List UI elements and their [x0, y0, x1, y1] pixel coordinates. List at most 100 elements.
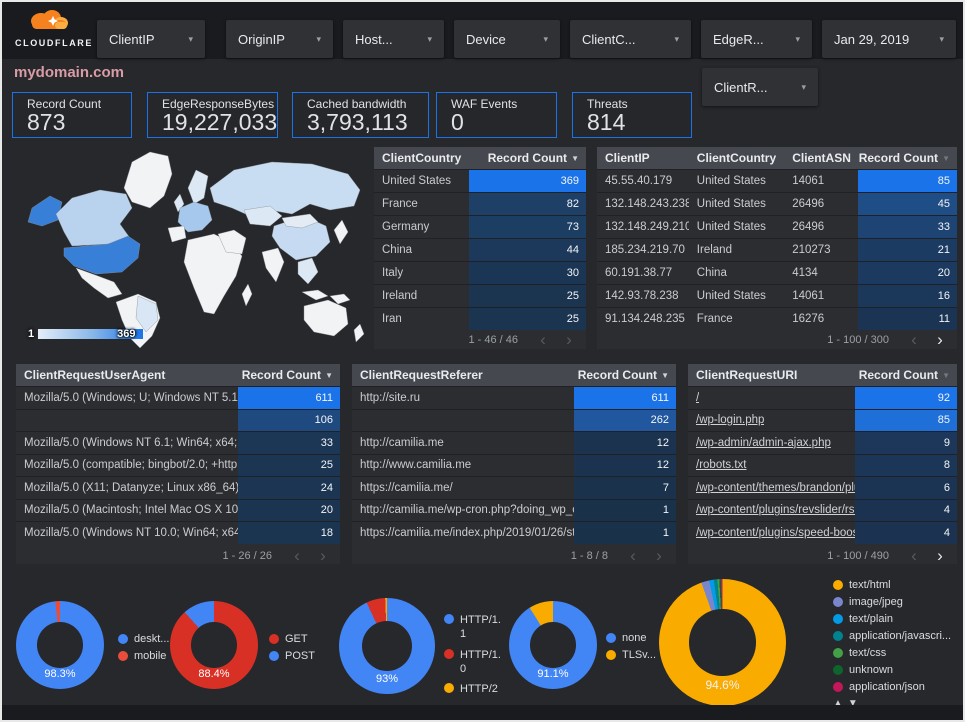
pagination-next-icon[interactable]: › [937, 330, 943, 349]
table-cell-link[interactable]: /wp-content/plugins/revslider/rs-p... [696, 504, 855, 517]
pagination-prev-icon[interactable]: ‹ [911, 330, 917, 349]
column-header-clientip[interactable]: ClientIP [597, 147, 689, 169]
table-row[interactable]: /robots.txt 8 [688, 453, 957, 476]
donut-http-protocol[interactable]: 93% [339, 598, 435, 694]
sort-desc-icon[interactable]: ▼ [571, 153, 579, 163]
table-row[interactable]: http://camilia.me/wp-cron.php?doing_wp_c… [352, 498, 676, 521]
column-header-record-count[interactable]: Record Count ▼ [574, 364, 676, 386]
filter-chip-clientr[interactable]: ClientR... ▾ [702, 68, 818, 106]
pagination-next-icon[interactable]: › [320, 546, 326, 564]
table-row[interactable]: Germany 73 [374, 215, 586, 238]
pagination-prev-icon[interactable]: ‹ [630, 546, 636, 564]
legend-item-text-css[interactable]: text/css [833, 647, 951, 659]
table-row[interactable]: /wp-content/plugins/revslider/rs-p...4 [688, 498, 957, 521]
table-row[interactable]: http://www.camilia.me 12 [352, 453, 676, 476]
filter-chip-host[interactable]: Host... ▾ [343, 20, 444, 58]
donut-content-type[interactable]: 94.6% [659, 579, 786, 706]
table-row[interactable]: Iran 25 [374, 307, 586, 330]
table-row[interactable]: https://camilia.me/index.php/2019/01/26/… [352, 521, 676, 544]
donut-request-method[interactable]: 88.4% [170, 601, 258, 689]
legend-item-http-1-0[interactable]: HTTP/1.0 [444, 648, 506, 677]
filter-chip-jan-29-2019[interactable]: Jan 29, 2019 ▾ [822, 20, 956, 58]
table-row[interactable]: /wp-content/themes/brandon/plu... 6 [688, 476, 957, 499]
table-row[interactable]: Mozilla/5.0 (compatible; bingbot/2.0; +h… [16, 453, 340, 476]
legend-item-image-jpeg[interactable]: image/jpeg [833, 596, 951, 608]
pagination-next-icon[interactable]: › [937, 546, 943, 564]
table-row[interactable]: 60.191.38.77 China 4134 20 [597, 261, 957, 284]
table-row[interactable]: Mozilla/5.0 (Windows NT 10.0; Win64; x64… [16, 521, 340, 544]
table-row[interactable]: 142.93.78.238 United States 14061 16 [597, 284, 957, 307]
table-cell-link[interactable]: / [696, 391, 700, 404]
column-header-clientrequestuseragent[interactable]: ClientRequestUserAgent [16, 364, 238, 386]
table-row[interactable]: Ireland 25 [374, 284, 586, 307]
table-row[interactable]: China 44 [374, 238, 586, 261]
table-row[interactable]: 132.148.249.210 United States 26496 33 [597, 215, 957, 238]
column-header-clientcountry[interactable]: ClientCountry [689, 147, 784, 169]
table-row[interactable]: France 82 [374, 192, 586, 215]
table-row[interactable]: Italy 30 [374, 261, 586, 284]
donut-tls-version[interactable]: 91.1% [509, 601, 597, 689]
table-row[interactable]: 91.134.248.235 France 16276 11 [597, 307, 957, 330]
legend-item-post[interactable]: POST [269, 650, 315, 662]
legend-item-tlsv[interactable]: TLSv... [606, 649, 656, 661]
column-header-record-count[interactable]: Record Count ▼ [855, 364, 957, 386]
column-header-record-count[interactable]: Record Count ▼ [858, 147, 957, 169]
table-cell-link[interactable]: /wp-content/plugins/speed-booste... [696, 526, 855, 539]
filter-chip-originip[interactable]: OriginIP ▾ [226, 20, 333, 58]
column-header-clientrequestreferer[interactable]: ClientRequestReferer [352, 364, 574, 386]
column-header-clientcountry[interactable]: ClientCountry [374, 147, 469, 169]
legend-item-text-plain[interactable]: text/plain [833, 613, 951, 625]
table-row[interactable]: Mozilla/5.0 (X11; Datanyze; Linux x86_64… [16, 476, 340, 499]
sort-desc-icon[interactable]: ▼ [661, 370, 669, 380]
table-row[interactable]: 262 [352, 408, 676, 431]
sort-desc-icon[interactable]: ▼ [325, 370, 333, 380]
table-row[interactable]: /wp-admin/admin-ajax.php 9 [688, 431, 957, 454]
table-row[interactable]: https://camilia.me/7 [352, 476, 676, 499]
filter-chip-clientc[interactable]: ClientC... ▾ [570, 20, 691, 58]
column-header-clientrequesturi[interactable]: ClientRequestURI [688, 364, 855, 386]
legend-item-deskt[interactable]: deskt... [118, 633, 169, 645]
table-row[interactable]: 45.55.40.179 United States 14061 85 [597, 169, 957, 192]
legend-item-mobile[interactable]: mobile [118, 650, 169, 662]
legend-item-text-html[interactable]: text/html [833, 579, 951, 591]
table-row[interactable]: Mozilla/5.0 (Windows NT 6.1; Win64; x64;… [16, 431, 340, 454]
table-row[interactable]: http://site.ru 611 [352, 386, 676, 409]
table-row[interactable]: / 92 [688, 386, 957, 409]
pagination-prev-icon[interactable]: ‹ [911, 546, 917, 564]
table-cell-link[interactable]: /wp-login.php [696, 414, 765, 427]
filter-chip-clientip[interactable]: ClientIP ▾ [97, 20, 205, 58]
table-row[interactable]: /wp-login.php 85 [688, 408, 957, 431]
table-row[interactable]: Mozilla/5.0 (Windows; U; Windows NT 5.1;… [16, 386, 340, 409]
filter-chip-device[interactable]: Device ▾ [454, 20, 560, 58]
legend-item-unknown[interactable]: unknown [833, 664, 951, 676]
pagination-prev-icon[interactable]: ‹ [294, 546, 300, 564]
legend-item-http-1-1[interactable]: HTTP/1.1 [444, 613, 506, 642]
pagination-prev-icon[interactable]: ‹ [540, 330, 546, 349]
table-row[interactable]: 106 [16, 408, 340, 431]
sort-desc-icon[interactable]: ▼ [942, 153, 950, 163]
table-row[interactable]: http://camilia.me 12 [352, 431, 676, 454]
legend-item-get[interactable]: GET [269, 633, 315, 645]
table-row[interactable]: 132.148.243.238 United States 26496 45 [597, 192, 957, 215]
table-row[interactable]: /wp-content/plugins/speed-booste...4 [688, 521, 957, 544]
table-row[interactable]: United States 369 [374, 169, 586, 192]
table-cell-link[interactable]: /robots.txt [696, 459, 747, 472]
filter-chip-edger[interactable]: EdgeR... ▾ [701, 20, 812, 58]
legend-item-none[interactable]: none [606, 632, 656, 644]
legend-item-application-javascri[interactable]: application/javascri... [833, 630, 951, 642]
column-header-clientasn[interactable]: ClientASN [784, 147, 858, 169]
legend-item-http-2[interactable]: HTTP/2 [444, 682, 506, 696]
geo-map-chart[interactable]: 1 369 [12, 144, 372, 356]
legend-scroll-down-icon[interactable]: ▼ [847, 698, 858, 709]
table-cell-link[interactable]: /wp-admin/admin-ajax.php [696, 436, 831, 449]
pagination-next-icon[interactable]: › [566, 330, 572, 349]
donut-device-category[interactable]: 98.3% [16, 601, 104, 689]
world-map[interactable] [12, 144, 372, 349]
table-row[interactable]: Mozilla/5.0 (Macintosh; Intel Mac OS X 1… [16, 498, 340, 521]
sort-desc-icon[interactable]: ▼ [942, 370, 950, 380]
column-header-record-count[interactable]: Record Count ▼ [238, 364, 340, 386]
column-header-record-count[interactable]: Record Count ▼ [469, 147, 586, 169]
table-cell-link[interactable]: /wp-content/themes/brandon/plu... [696, 481, 855, 494]
pagination-next-icon[interactable]: › [656, 546, 662, 564]
legend-item-application-json[interactable]: application/json [833, 681, 951, 693]
